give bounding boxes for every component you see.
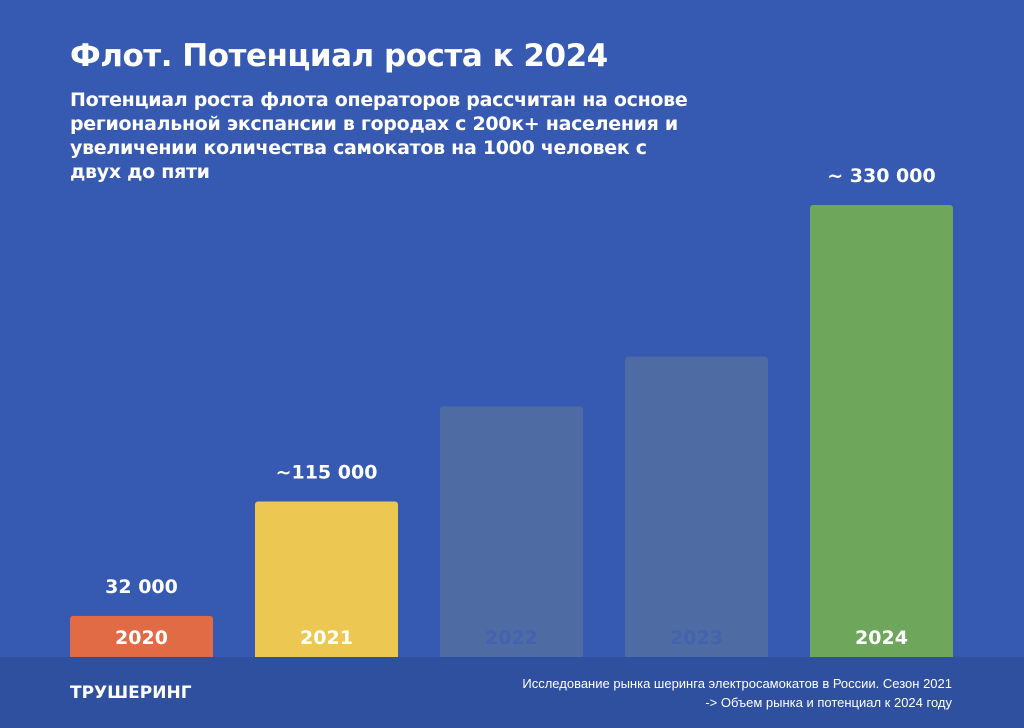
bar-2023 [625, 356, 768, 660]
category-label: 2021 [300, 627, 353, 649]
page-title: Флот. Потенциал роста к 2024 [70, 38, 608, 74]
category-label: 2023 [670, 627, 723, 649]
category-label: 2020 [115, 627, 168, 649]
data-label: ~ 330 000 [827, 165, 935, 187]
brand-logo: ТРУШЕРИНГ [70, 683, 192, 703]
category-label: 2024 [855, 627, 908, 649]
source-line-1: Исследование рынка шеринга электросамока… [522, 676, 952, 691]
source-note: Исследование рынка шеринга электросамока… [522, 674, 952, 712]
data-label: 32 000 [105, 576, 178, 598]
data-label: ~115 000 [276, 461, 378, 483]
page-subtitle: Потенциал роста флота операторов рассчит… [70, 89, 688, 183]
bar-2021 [255, 501, 398, 660]
bar-2024 [810, 205, 953, 660]
category-label: 2022 [485, 627, 538, 649]
bar-2022 [440, 406, 583, 660]
source-line-2: -> Объем рынка и потенциал к 2024 году [705, 695, 952, 710]
footer: ТРУШЕРИНГ Исследование рынка шеринга эле… [0, 657, 1024, 728]
bar-2020 [70, 615, 213, 660]
